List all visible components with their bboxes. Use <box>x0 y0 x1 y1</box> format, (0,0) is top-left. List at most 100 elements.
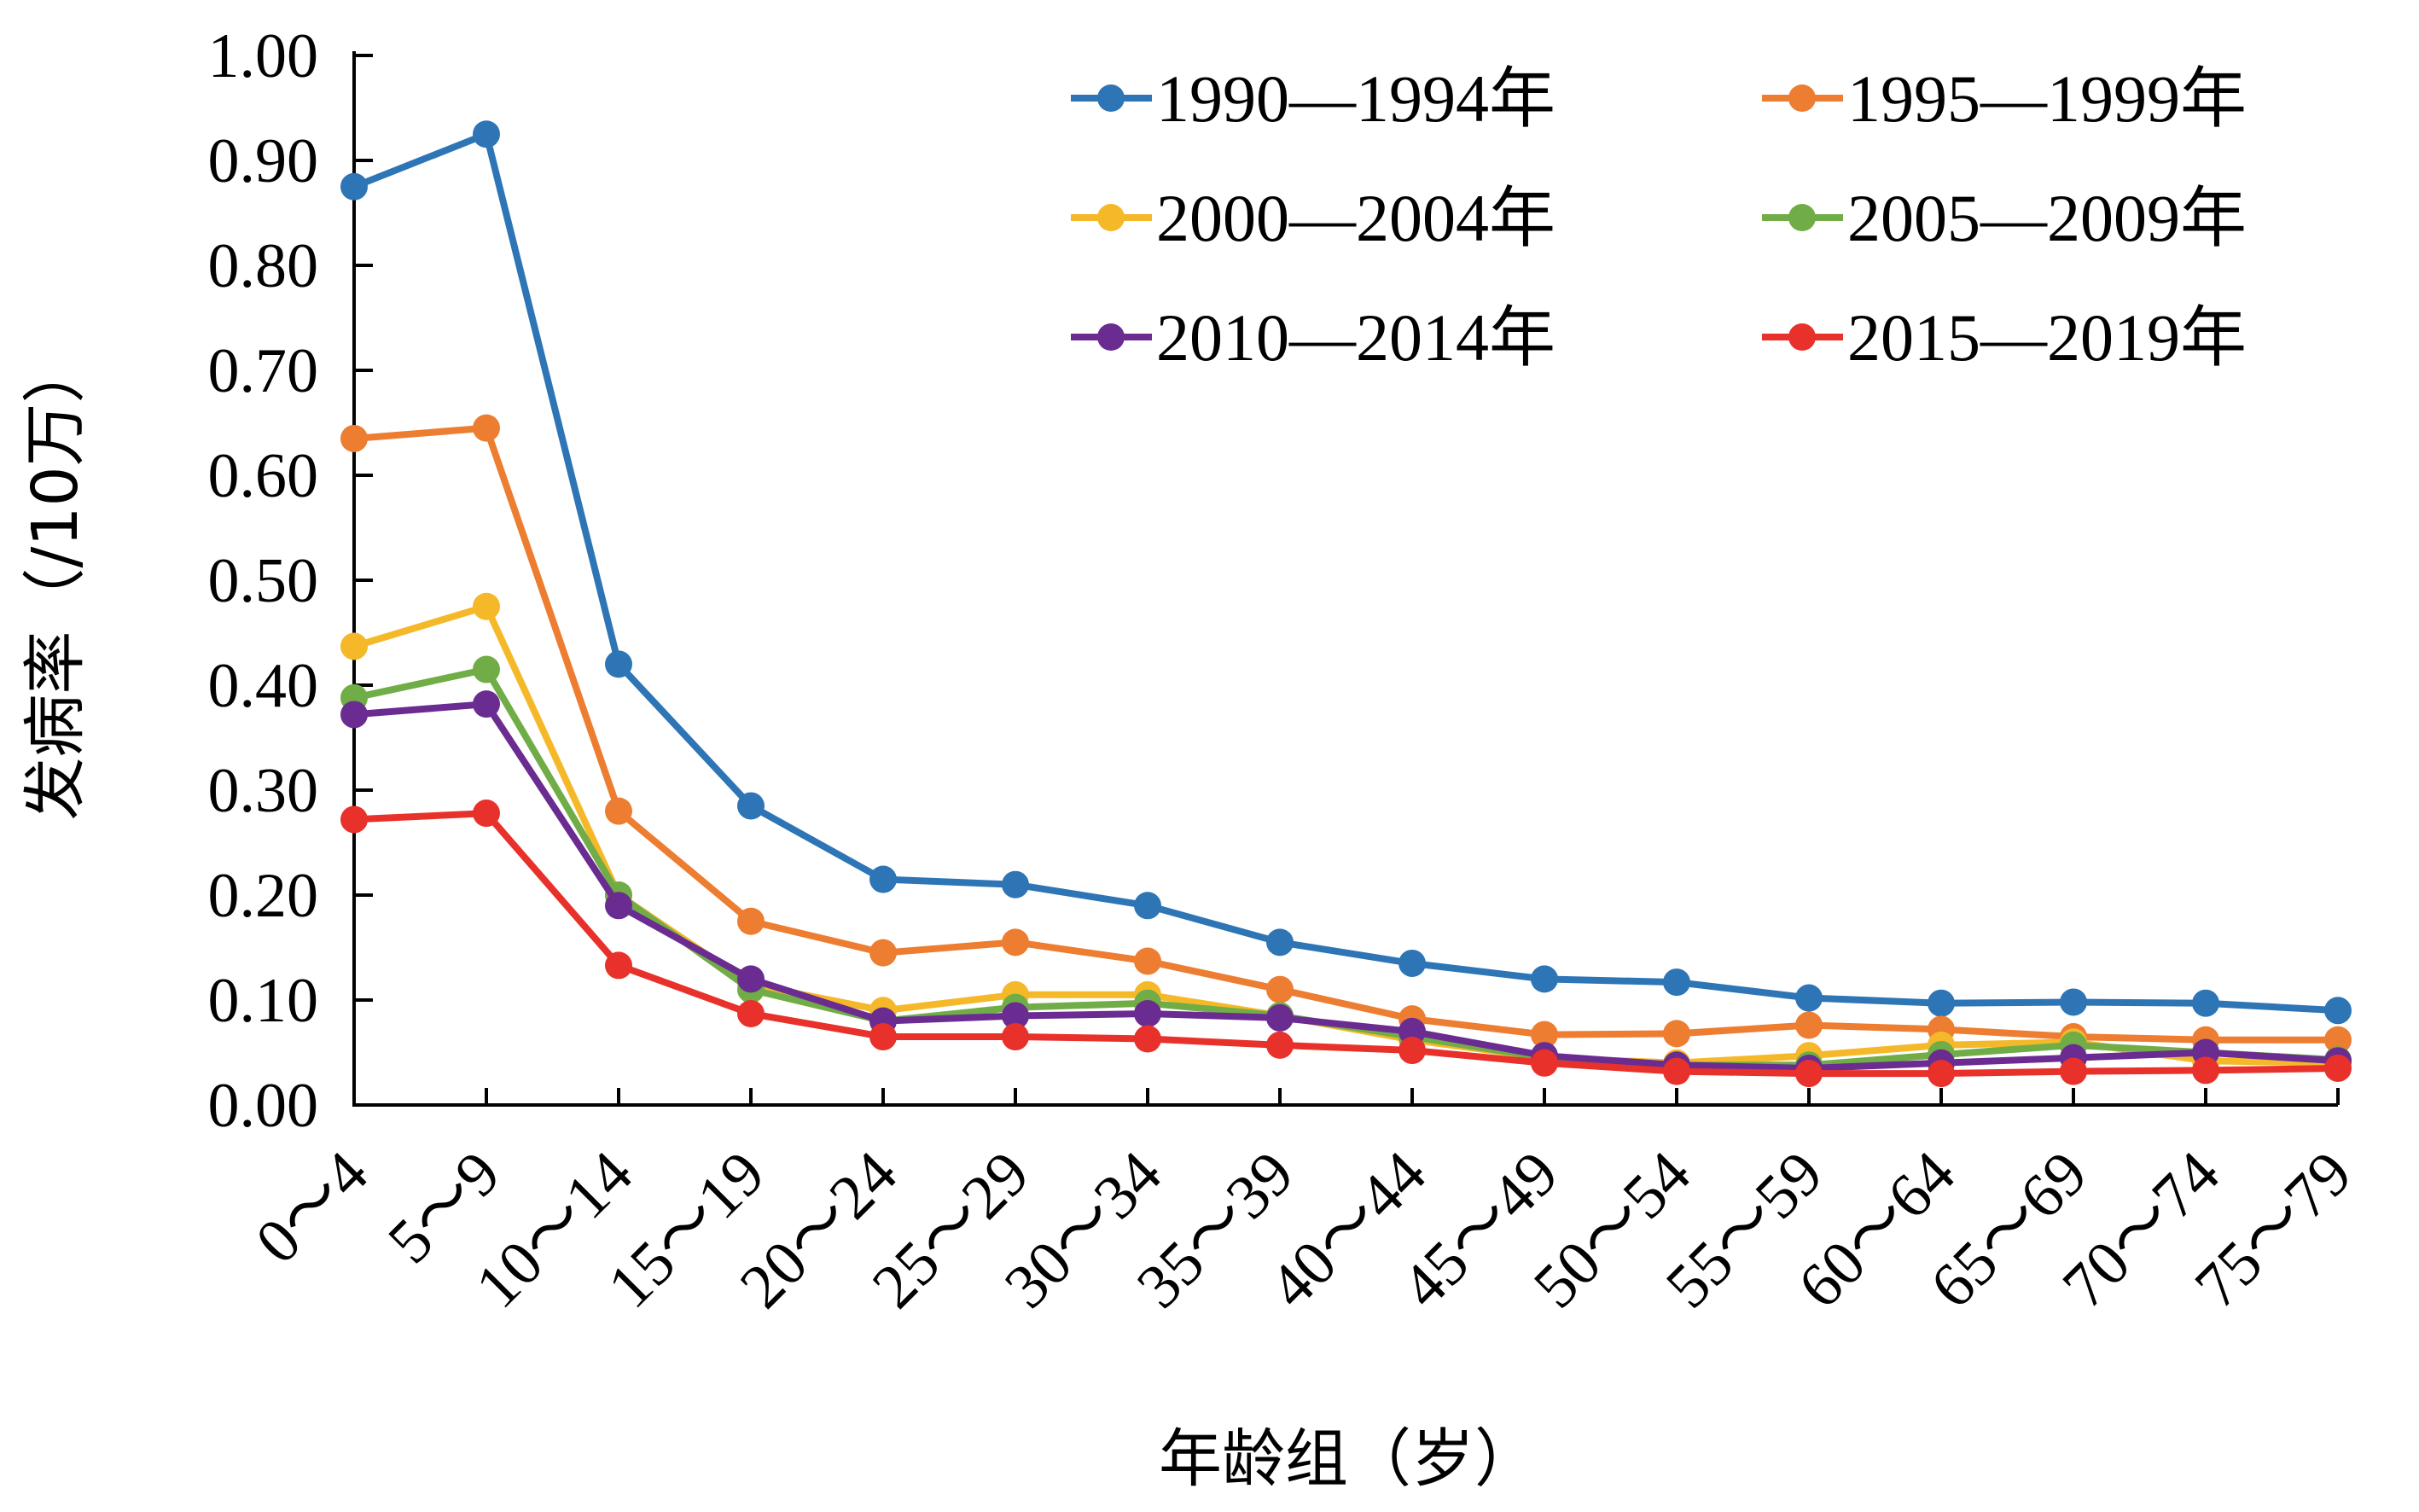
legend-label: 1995—1999年 <box>1847 61 2247 136</box>
data-point <box>1266 1003 1294 1032</box>
series-4 <box>340 655 2352 1079</box>
legend-label: 2000—2004年 <box>1156 181 1555 255</box>
legend-marker <box>1097 84 1125 112</box>
data-point <box>1398 949 1426 977</box>
data-point <box>340 805 368 834</box>
data-point <box>473 414 500 442</box>
data-point <box>473 655 500 683</box>
data-point <box>1663 1057 1690 1085</box>
data-point <box>2324 1026 2352 1054</box>
y-tick-label: 0.30 <box>208 756 319 826</box>
data-point <box>473 800 500 828</box>
data-point <box>1795 1060 1823 1088</box>
legend-marker <box>1788 84 1816 112</box>
legend-label: 2005—2009年 <box>1847 181 2247 255</box>
data-point <box>1266 928 1294 957</box>
data-point <box>869 1023 897 1051</box>
y-tick-label: 0.90 <box>208 126 319 196</box>
data-point <box>1134 999 1161 1027</box>
x-axis-title: 年龄组（岁） <box>1159 1422 1538 1496</box>
y-tick-label: 0.70 <box>208 336 319 406</box>
data-point <box>473 120 500 148</box>
data-point <box>1398 1037 1426 1065</box>
y-axis: 0.00 0.10 0.20 0.30 0.40 0.50 0.60 0.70 0.80 0.90… <box>208 21 373 1141</box>
data-point <box>605 892 632 920</box>
data-point <box>340 172 368 201</box>
data-point <box>1795 1011 1823 1039</box>
data-point <box>340 424 368 452</box>
legend-label: 2010—2014年 <box>1156 300 1555 375</box>
y-tick-label: 0.40 <box>208 651 319 721</box>
legend-marker <box>1097 323 1125 351</box>
y-tick-label: 0.60 <box>208 441 319 511</box>
series-5 <box>340 690 2352 1082</box>
series-2 <box>340 414 2352 1054</box>
data-point <box>1663 1020 1690 1048</box>
data-point <box>737 999 765 1027</box>
data-point <box>1928 989 1955 1017</box>
series-6 <box>340 800 2352 1088</box>
legend-label: 1990—1994年 <box>1156 61 1555 136</box>
y-tick-label: 0.50 <box>208 546 319 616</box>
y-axis-title: 发病率（/10万） <box>19 340 92 820</box>
series-line <box>353 810 2339 1078</box>
data-point <box>1002 928 1029 957</box>
y-tick-label: 0.80 <box>208 231 319 301</box>
legend-item: 1990—1994年 <box>1071 61 1555 136</box>
data-point <box>737 965 765 993</box>
data-point <box>1134 892 1161 920</box>
legend-item: 2010—2014年 <box>1071 300 1555 375</box>
y-tick-label: 1.00 <box>208 21 319 91</box>
data-point <box>1002 870 1029 898</box>
series-line <box>353 424 2338 1044</box>
data-point <box>1266 975 1294 1003</box>
data-point <box>737 792 765 820</box>
data-point <box>2060 988 2087 1016</box>
data-point <box>1531 1021 1558 1049</box>
data-point <box>1134 1025 1161 1053</box>
data-point <box>1795 984 1823 1012</box>
data-point <box>869 865 897 893</box>
y-tick-label: 0.20 <box>208 861 319 931</box>
data-point <box>473 592 500 620</box>
data-point <box>605 650 632 678</box>
y-tick-label: 0.10 <box>208 966 319 1036</box>
series-1 <box>340 120 2352 1025</box>
data-point <box>1002 1023 1029 1051</box>
legend-item: 2005—2009年 <box>1762 181 2247 255</box>
legend-item: 1995—1999年 <box>1762 61 2247 136</box>
legend-marker <box>1788 323 1816 351</box>
legend-marker <box>1097 204 1125 231</box>
data-point <box>473 690 500 718</box>
y-tick-label: 0.00 <box>208 1071 319 1141</box>
series-line <box>352 131 2339 1015</box>
data-point <box>869 939 897 967</box>
data-point <box>2324 997 2352 1025</box>
data-point <box>1002 1002 1029 1030</box>
series-line <box>353 701 2339 1072</box>
legend-item: 2000—2004年 <box>1071 181 1555 255</box>
data-point <box>1398 1017 1426 1045</box>
data-point <box>1928 1060 1955 1088</box>
legend-label: 2015—2019年 <box>1847 300 2247 375</box>
data-point <box>2192 989 2219 1017</box>
legend-item: 2015—2019年 <box>1762 300 2247 375</box>
legend-marker <box>1788 204 1816 231</box>
series-lines <box>340 120 2352 1088</box>
data-point <box>1531 965 1558 993</box>
data-point <box>605 951 632 980</box>
data-point <box>605 797 632 825</box>
data-point <box>1531 1049 1558 1077</box>
data-point <box>2324 1054 2352 1082</box>
data-point <box>1134 947 1161 975</box>
data-point <box>2192 1056 2219 1085</box>
x-axis: 0～45～910～1415～1920～2425～2930～3435～3940～4… <box>242 1088 2365 1322</box>
x-tick-label: 0～4 <box>242 1138 381 1277</box>
data-point <box>737 907 765 935</box>
data-point <box>1266 1031 1294 1059</box>
legend: 1990—1994年 1995—1999年 2000—2004年 2005—2009年… <box>1071 61 2247 375</box>
data-point <box>340 701 368 729</box>
data-point <box>340 632 368 660</box>
data-point <box>2060 1057 2087 1085</box>
